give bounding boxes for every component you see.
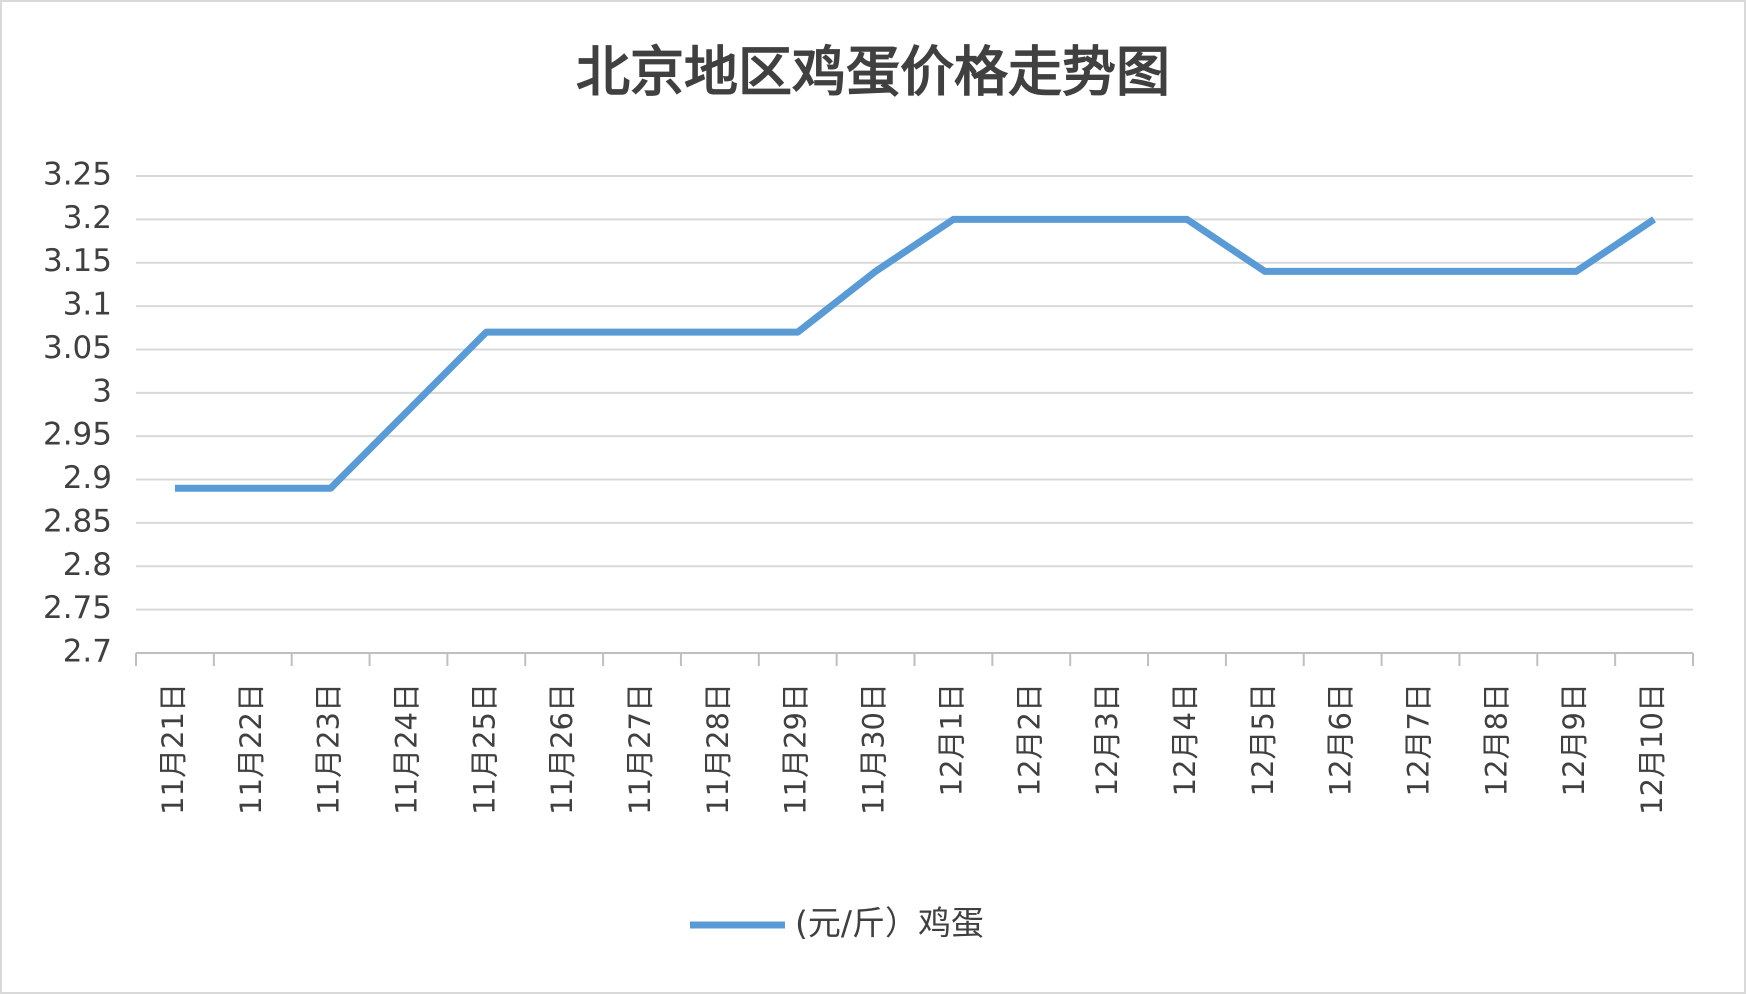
x-tick-label: 11月25日 bbox=[467, 683, 501, 815]
y-tick-label: 3.1 bbox=[63, 287, 112, 323]
y-tick-label: 2.7 bbox=[63, 634, 112, 670]
x-tick-label: 12月9日 bbox=[1557, 683, 1591, 796]
x-tick-label: 11月27日 bbox=[623, 683, 657, 815]
y-tick-label: 2.75 bbox=[43, 590, 112, 626]
x-tick-label: 11月28日 bbox=[701, 683, 735, 815]
y-tick-label: 3.05 bbox=[43, 330, 112, 366]
data-line bbox=[174, 215, 1657, 492]
x-tick-label: 12月8日 bbox=[1479, 683, 1513, 796]
x-tick-label: 12月2日 bbox=[1012, 683, 1046, 796]
x-tick-label: 11月23日 bbox=[312, 683, 346, 815]
x-tick-label: 11月29日 bbox=[779, 683, 813, 815]
x-tick-label: 11月24日 bbox=[389, 683, 423, 815]
y-tick-label: 3.15 bbox=[43, 243, 112, 279]
x-tick-label: 12月4日 bbox=[1168, 683, 1202, 796]
y-tick-label: 2.8 bbox=[63, 547, 112, 583]
x-tick-label: 12月10日 bbox=[1635, 683, 1669, 815]
x-tick-label: 12月6日 bbox=[1324, 683, 1358, 796]
y-tick-label: 3 bbox=[92, 373, 112, 409]
x-tick-label: 12月1日 bbox=[934, 683, 968, 796]
y-tick-label: 3.25 bbox=[43, 157, 112, 193]
y-tick-label: 2.9 bbox=[63, 460, 112, 496]
chart-title: 北京地区鸡蛋价格走势图 bbox=[576, 41, 1170, 104]
x-tick-label: 12月3日 bbox=[1090, 683, 1124, 796]
x-tick-label: 11月22日 bbox=[234, 683, 268, 815]
x-tick-label: 11月30日 bbox=[857, 683, 891, 815]
x-tick-label: 11月21日 bbox=[156, 683, 190, 815]
legend-label: (元/斤）鸡蛋 bbox=[795, 904, 984, 943]
x-tick-label: 12月7日 bbox=[1402, 683, 1436, 796]
x-tick-label: 11月26日 bbox=[545, 683, 579, 815]
x-tick-label: 12月5日 bbox=[1246, 683, 1280, 796]
y-tick-label: 2.95 bbox=[43, 417, 112, 453]
y-tick-label: 2.85 bbox=[43, 503, 112, 539]
y-tick-label: 3.2 bbox=[63, 200, 112, 236]
